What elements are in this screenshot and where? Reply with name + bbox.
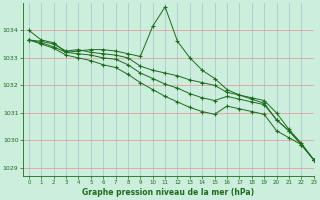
X-axis label: Graphe pression niveau de la mer (hPa): Graphe pression niveau de la mer (hPa) [82,188,254,197]
